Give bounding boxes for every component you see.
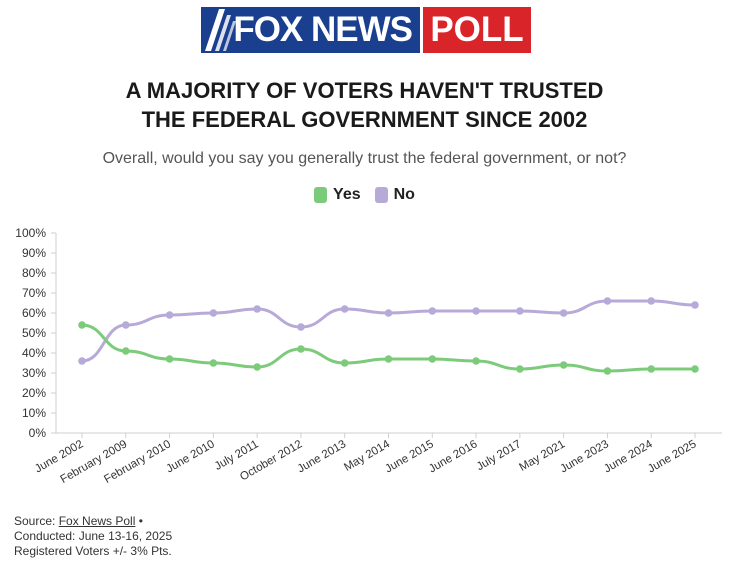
chart-title-line1: A MAJORITY OF VOTERS HAVEN'T TRUSTED [125, 78, 604, 103]
data-point-no [340, 305, 349, 313]
chart-legend: Yes No [0, 186, 729, 204]
x-tick-label: June 2013 [296, 438, 349, 475]
data-point-yes [428, 355, 437, 363]
y-tick-label: 90% [22, 246, 46, 260]
data-point-yes [647, 365, 656, 373]
data-point-no [603, 297, 612, 305]
y-tick-label: 10% [22, 406, 46, 420]
y-tick-label: 70% [22, 286, 46, 300]
fox-news-poll-logo: FOX NEWS POLL [201, 7, 531, 53]
data-point-no [516, 307, 524, 315]
y-tick-label: 50% [22, 326, 46, 340]
chart-subtitle: Overall, would you say you generally tru… [102, 150, 627, 167]
data-point-yes [559, 361, 568, 369]
data-point-yes [209, 359, 218, 367]
legend-label-yes: Yes [333, 186, 361, 203]
data-point-no [384, 309, 393, 317]
x-tick-label: July 2017 [475, 438, 524, 473]
chart-title: A MAJORITY OF VOTERS HAVEN'T TRUSTED THE… [0, 76, 729, 134]
data-point-yes [516, 365, 524, 373]
source-notes: Source: Fox News Poll • Conducted: June … [14, 514, 172, 559]
legend-swatch-yes [314, 187, 328, 203]
y-tick-label: 20% [22, 386, 46, 400]
y-tick-label: 30% [22, 366, 46, 380]
y-tick-label: 80% [22, 266, 46, 280]
data-point-no [647, 297, 656, 305]
x-tick-label: June 2010 [164, 438, 217, 475]
y-tick-label: 100% [15, 226, 46, 240]
logo-brand-text: FOX NEWS [233, 10, 413, 49]
data-point-no [209, 309, 218, 317]
legend-label-no: No [393, 186, 415, 203]
series-line-yes [80, 323, 697, 373]
y-tick-label: 60% [22, 306, 46, 320]
data-point-yes [297, 345, 305, 353]
chart-title-line2: THE FEDERAL GOVERNMENT SINCE 2002 [141, 107, 588, 132]
y-tick-label: 40% [22, 346, 46, 360]
x-tick-label: June 2015 [383, 438, 436, 475]
legend-swatch-no [374, 187, 388, 203]
legend-item-no[interactable]: No [374, 186, 415, 204]
source-line: Source: Fox News Poll • [14, 514, 172, 529]
data-point-yes [384, 355, 393, 363]
sample-note: Registered Voters +/- 3% Pts. [14, 544, 172, 558]
data-point-yes [691, 365, 699, 373]
line-chart: 0% 10% 20% 30% 40% 50% 60% 70% 80% 90% 100% June 20… [15, 226, 722, 486]
data-point-no [691, 301, 699, 309]
data-point-yes [472, 357, 480, 365]
data-point-yes [165, 355, 174, 363]
x-tick-label: June 2024 [602, 438, 655, 476]
data-point-no [121, 321, 130, 329]
data-point-no [78, 357, 86, 365]
source-bullet: • [135, 514, 143, 528]
data-point-no [559, 309, 568, 317]
data-point-yes [603, 367, 612, 375]
x-tick-label: June 2023 [558, 438, 611, 475]
x-tick-label: June 2025 [646, 438, 699, 475]
conducted-dates: Conducted: June 13-16, 2025 [14, 529, 173, 543]
source-link[interactable]: Fox News Poll [58, 514, 136, 528]
flag-stripes-icon [205, 9, 236, 51]
data-point-no [253, 305, 261, 313]
legend-item-yes[interactable]: Yes [314, 186, 361, 204]
data-point-yes [340, 359, 349, 367]
data-point-yes [253, 363, 261, 371]
x-tick-label: June 2016 [427, 438, 480, 475]
data-point-no [472, 307, 480, 315]
y-tick-label: 0% [29, 426, 47, 440]
data-point-no [165, 311, 174, 319]
data-point-no [428, 307, 437, 315]
data-point-yes [78, 321, 86, 329]
logo-brand: FOX NEWS [201, 7, 420, 53]
logo-poll: POLL [423, 7, 531, 53]
source-prefix: Source: [14, 514, 59, 528]
data-point-no [297, 323, 305, 331]
data-point-yes [121, 347, 130, 355]
